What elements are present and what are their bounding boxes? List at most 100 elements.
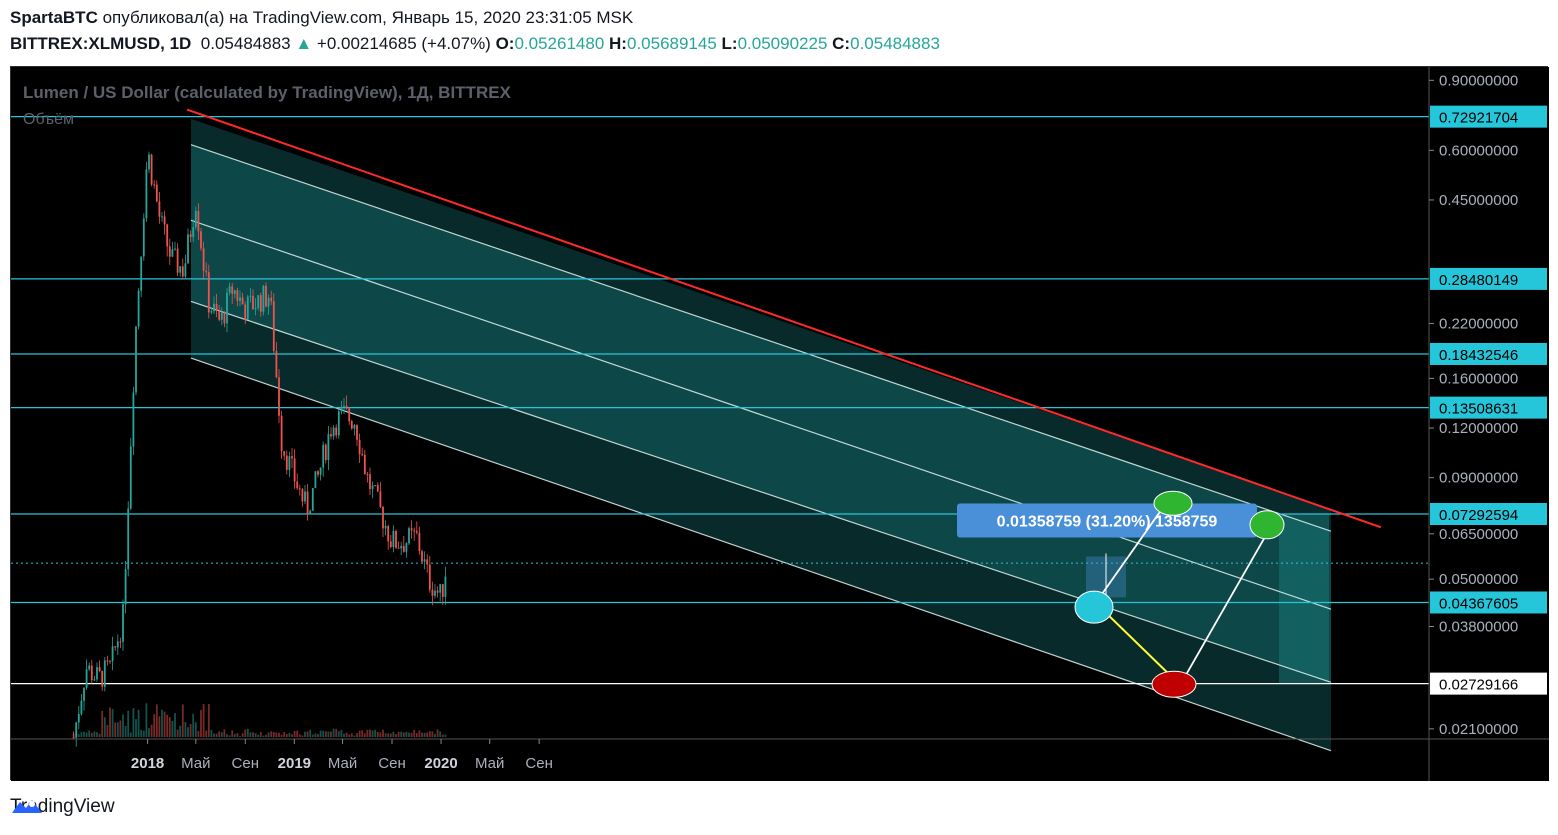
candle bbox=[129, 446, 132, 509]
candle bbox=[233, 290, 236, 294]
volume-bar bbox=[137, 709, 140, 737]
volume-bar bbox=[376, 731, 379, 737]
y-tick-label: 0.09000000 bbox=[1439, 470, 1518, 487]
candle bbox=[340, 406, 343, 412]
resistance-target-marker-2 bbox=[1249, 510, 1285, 540]
y-tick-label: 0.22000000 bbox=[1439, 315, 1518, 332]
volume-bar bbox=[296, 730, 299, 737]
volume-bar bbox=[181, 704, 184, 737]
candle bbox=[197, 210, 200, 232]
volume-bar bbox=[77, 734, 80, 737]
candle bbox=[379, 491, 382, 507]
volume-bar bbox=[423, 732, 426, 737]
volume-bar bbox=[288, 732, 291, 737]
volume-bar bbox=[337, 731, 340, 737]
candle bbox=[111, 646, 114, 662]
open-label: O: bbox=[495, 34, 515, 53]
volume-bar bbox=[161, 709, 163, 737]
volume-bar bbox=[324, 731, 327, 737]
volume-bar bbox=[90, 732, 93, 737]
volume-bar bbox=[241, 733, 244, 737]
candle bbox=[226, 292, 228, 324]
close-value: 0.05484883 bbox=[850, 34, 940, 53]
volume-bar bbox=[436, 729, 439, 737]
volume-bar bbox=[293, 730, 296, 737]
candle bbox=[205, 270, 208, 273]
volume-bar bbox=[283, 732, 286, 737]
volume-bar bbox=[103, 717, 106, 737]
y-tick-label: 0.60000000 bbox=[1439, 142, 1518, 159]
price-change: +0.00214685 (+4.07%) bbox=[316, 34, 491, 53]
volume-bar bbox=[306, 731, 309, 737]
candle bbox=[109, 661, 111, 663]
volume-bar bbox=[111, 709, 114, 737]
volume-bar bbox=[101, 710, 104, 737]
volume-bar bbox=[280, 734, 283, 737]
volume-bar bbox=[114, 722, 117, 737]
publish-info: SpartaBTC опубликовал(а) на TradingView.… bbox=[10, 8, 633, 28]
volume-bar bbox=[410, 733, 413, 737]
volume-bar bbox=[83, 731, 85, 737]
volume-label: Объём bbox=[23, 111, 74, 128]
chart-area[interactable]: 0.01358759 (31.20%) 1358759 Lumen / US Do… bbox=[10, 66, 1549, 781]
candle bbox=[397, 547, 400, 549]
tradingview-logo-icon bbox=[12, 800, 42, 813]
volume-bar bbox=[155, 704, 158, 737]
volume-bar bbox=[317, 734, 319, 737]
volume-bar bbox=[330, 731, 332, 737]
volume-bar bbox=[213, 733, 215, 737]
candle bbox=[166, 224, 169, 247]
candle bbox=[163, 216, 166, 225]
symbol-label: BITTREX:XLMUSD, 1D bbox=[10, 34, 192, 53]
y-tick-label: 0.90000000 bbox=[1439, 72, 1518, 89]
volume-bar bbox=[200, 710, 202, 737]
volume-bar bbox=[254, 733, 257, 737]
volume-bar bbox=[319, 730, 322, 737]
open-value: 0.05261480 bbox=[514, 34, 605, 53]
y-tick-label: 0.05000000 bbox=[1439, 571, 1518, 588]
volume-bar bbox=[135, 719, 137, 737]
candle bbox=[135, 326, 137, 393]
volume-bar bbox=[72, 733, 75, 737]
candle bbox=[265, 285, 267, 307]
volume-bar bbox=[215, 733, 218, 737]
volume-bar bbox=[109, 707, 111, 737]
candle bbox=[275, 351, 278, 378]
candle bbox=[415, 531, 418, 533]
level-label-bg-6 bbox=[1430, 672, 1547, 695]
author-name[interactable]: SpartaBTC bbox=[10, 8, 98, 27]
volume-bar bbox=[231, 730, 234, 737]
candle bbox=[257, 295, 260, 308]
candle bbox=[439, 584, 442, 593]
candle bbox=[114, 646, 117, 648]
measure-label: 0.01358759 (31.20%) 1358759 bbox=[997, 514, 1218, 531]
channel-line-1 bbox=[190, 144, 1332, 532]
candle bbox=[296, 481, 299, 489]
volume-bar bbox=[340, 729, 343, 737]
candle bbox=[272, 301, 275, 352]
volume-bar bbox=[348, 734, 351, 737]
candle bbox=[200, 231, 202, 249]
volume-bar bbox=[431, 731, 434, 737]
low-label: L: bbox=[721, 34, 738, 53]
candle bbox=[343, 405, 345, 407]
volume-bar bbox=[309, 729, 312, 737]
volume-bar bbox=[369, 729, 371, 737]
price-chart[interactable]: 0.01358759 (31.20%) 1358759 Lumen / US Do… bbox=[11, 67, 1549, 781]
volume-bar bbox=[244, 729, 247, 737]
candle bbox=[181, 266, 184, 277]
volume-bar bbox=[395, 734, 397, 737]
candle bbox=[90, 665, 93, 681]
low-value: 0.05090225 bbox=[737, 34, 828, 53]
candle bbox=[80, 700, 83, 715]
candle bbox=[405, 543, 408, 552]
volume-bar bbox=[361, 730, 364, 737]
volume-bar bbox=[257, 734, 260, 737]
volume-bar bbox=[236, 733, 239, 737]
candle bbox=[278, 377, 280, 416]
candle bbox=[244, 304, 247, 320]
forecast-arrow-alt bbox=[1100, 509, 1162, 596]
high-value: 0.05689145 bbox=[626, 34, 717, 53]
candle bbox=[187, 234, 189, 264]
candle bbox=[285, 455, 288, 470]
